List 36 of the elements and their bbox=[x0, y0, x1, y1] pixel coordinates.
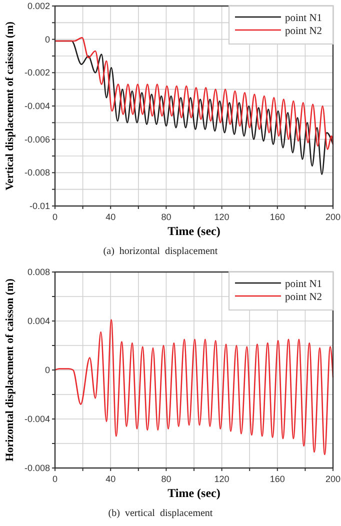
y-tick-label: -0.006 bbox=[24, 134, 50, 144]
y-tick-label: 0 bbox=[44, 34, 50, 44]
y-axis-title: Horizontal displacement of caisson (m) bbox=[4, 278, 16, 462]
x-tick-label: 0 bbox=[52, 474, 58, 484]
y-tick-label: -0.008 bbox=[24, 168, 50, 178]
y-tick-label: 0.004 bbox=[27, 316, 50, 326]
y-tick-label: -0.004 bbox=[24, 414, 50, 424]
line-series bbox=[54, 37, 334, 150]
y-tick-label: -0.002 bbox=[24, 68, 50, 78]
y-tick-label: 0.008 bbox=[27, 267, 50, 277]
x-tick-label: 160 bbox=[270, 474, 285, 484]
x-tick-label: 160 bbox=[270, 212, 285, 222]
legend-label: point N2 bbox=[285, 26, 322, 37]
x-tick-label: 120 bbox=[214, 474, 230, 484]
legend-label: point N2 bbox=[285, 292, 322, 303]
x-tick-label: 40 bbox=[106, 474, 116, 484]
x-axis-title: Time (sec) bbox=[168, 224, 220, 238]
x-tick-label: 200 bbox=[325, 212, 341, 222]
y-tick-label: 0 bbox=[44, 365, 50, 375]
legend-label: point N1 bbox=[285, 279, 322, 290]
x-tick-label: 120 bbox=[214, 212, 230, 222]
x-axis-title: Time (sec) bbox=[168, 486, 220, 500]
legend-label: point N1 bbox=[285, 13, 322, 24]
y-tick-label: -0.01 bbox=[29, 201, 50, 211]
x-tick-label: 80 bbox=[161, 212, 172, 222]
x-tick-label: 0 bbox=[52, 212, 58, 222]
y-tick-label: 0.002 bbox=[27, 1, 50, 11]
y-axis-title: Vertical displacement of caisson (m) bbox=[4, 21, 16, 190]
x-tick-label: 200 bbox=[325, 474, 341, 484]
line-series bbox=[54, 319, 334, 456]
y-tick-label: -0.008 bbox=[24, 463, 50, 473]
x-tick-label: 80 bbox=[161, 474, 172, 484]
text: (a) horizontal displacement bbox=[103, 246, 218, 257]
y-tick-label: -0.004 bbox=[24, 101, 50, 111]
x-tick-label: 40 bbox=[106, 212, 116, 222]
text: (b) vertical displacement bbox=[108, 508, 213, 519]
